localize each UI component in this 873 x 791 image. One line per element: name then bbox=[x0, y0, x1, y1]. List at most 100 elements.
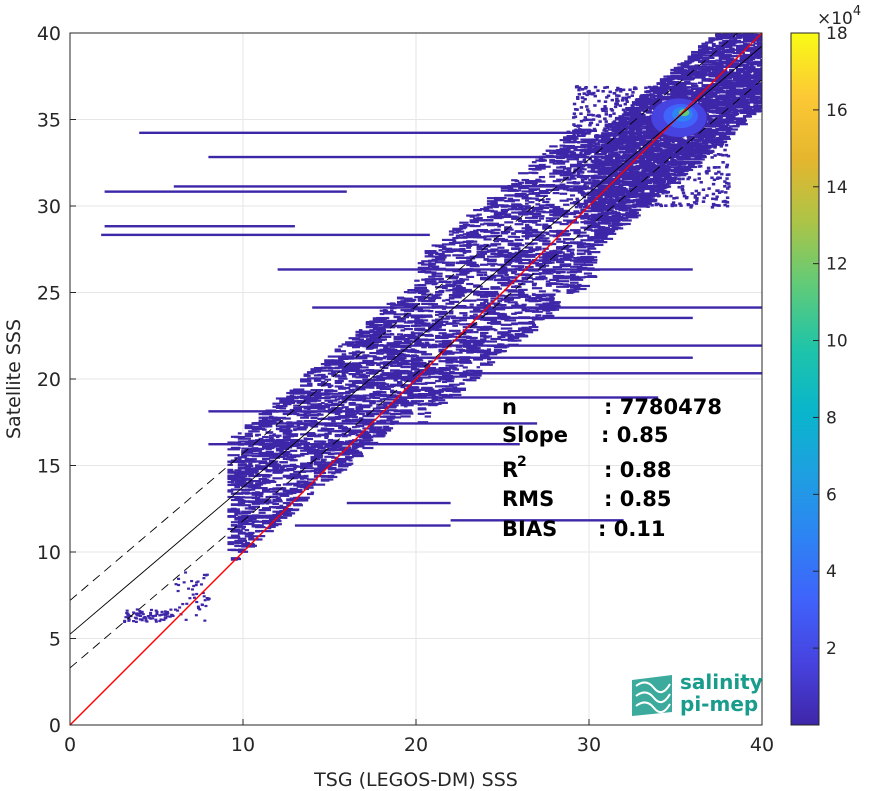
density-cell bbox=[241, 543, 249, 546]
density-cell bbox=[355, 412, 360, 415]
density-cell bbox=[379, 357, 386, 360]
density-cell bbox=[573, 284, 580, 287]
density-cell bbox=[431, 363, 439, 366]
density-cell bbox=[369, 386, 375, 389]
density-cell bbox=[514, 236, 521, 239]
density-cell bbox=[500, 187, 514, 190]
density-cell bbox=[393, 349, 398, 352]
density-cell bbox=[268, 417, 275, 420]
density-cell bbox=[262, 488, 270, 491]
density-cell bbox=[286, 433, 299, 436]
density-cell bbox=[611, 164, 616, 168]
density-cell bbox=[462, 271, 470, 274]
density-cell bbox=[618, 222, 631, 226]
density-cell bbox=[597, 169, 609, 172]
density-cell bbox=[538, 163, 546, 167]
density-cell bbox=[258, 514, 269, 517]
density-cell bbox=[597, 199, 603, 202]
density-cell bbox=[459, 278, 470, 281]
density-cell bbox=[341, 428, 347, 431]
density-cell bbox=[441, 247, 453, 250]
density-cell bbox=[410, 348, 415, 351]
density-cell bbox=[618, 186, 627, 190]
density-cell bbox=[379, 430, 386, 433]
density-cell bbox=[241, 463, 247, 466]
density-cell bbox=[691, 50, 704, 54]
density-cell bbox=[587, 252, 592, 256]
density-cell bbox=[379, 383, 390, 386]
density-cell bbox=[438, 277, 444, 281]
density-cell bbox=[604, 220, 611, 223]
density-cell bbox=[576, 235, 583, 238]
density-cell bbox=[542, 314, 555, 318]
density-cell bbox=[386, 347, 391, 350]
density-cell bbox=[400, 415, 411, 418]
density-cell bbox=[691, 87, 702, 91]
density-cell bbox=[348, 389, 355, 392]
density-cell bbox=[279, 407, 287, 410]
density-cell bbox=[653, 158, 661, 161]
density-cell bbox=[462, 331, 473, 334]
density-cell bbox=[704, 116, 710, 119]
density-cell bbox=[452, 319, 462, 322]
density-cell bbox=[428, 390, 433, 394]
density-cell bbox=[563, 219, 575, 222]
density-cell bbox=[559, 165, 566, 169]
density-cell bbox=[459, 224, 466, 228]
density-cell bbox=[687, 163, 695, 167]
density-cell bbox=[486, 255, 501, 258]
density-cell bbox=[659, 157, 668, 161]
density-cell bbox=[334, 385, 344, 388]
density-cell bbox=[372, 392, 379, 395]
density-cell bbox=[587, 247, 597, 250]
density-cell bbox=[566, 146, 578, 150]
density-cell bbox=[531, 221, 538, 224]
density-cell bbox=[334, 435, 341, 438]
density-cell bbox=[237, 517, 252, 520]
density-cell bbox=[348, 342, 355, 345]
density-cell bbox=[351, 362, 362, 366]
density-cell bbox=[504, 295, 509, 298]
density-cell bbox=[473, 229, 478, 232]
density-cell bbox=[552, 207, 564, 211]
density-cell bbox=[601, 162, 615, 165]
density-cell bbox=[670, 163, 678, 167]
density-cell bbox=[497, 294, 505, 297]
density-cell bbox=[251, 521, 256, 524]
density-cell bbox=[483, 219, 494, 222]
density-cell bbox=[694, 64, 700, 67]
density-cell bbox=[524, 276, 532, 279]
density-cell bbox=[417, 342, 425, 345]
density-cell bbox=[684, 145, 691, 148]
density-cell bbox=[334, 461, 345, 464]
density-cell bbox=[327, 452, 335, 456]
density-cell bbox=[396, 354, 410, 357]
density-cell bbox=[670, 159, 676, 162]
density-cell bbox=[493, 349, 503, 352]
density-cell bbox=[670, 96, 680, 99]
density-cell bbox=[407, 389, 421, 393]
density-cell bbox=[569, 194, 576, 197]
density-cell bbox=[538, 237, 550, 240]
density-cell bbox=[701, 141, 713, 144]
density-cell bbox=[365, 322, 375, 325]
density-cell bbox=[507, 252, 512, 255]
density-cell bbox=[441, 380, 448, 384]
density-cell bbox=[476, 341, 485, 344]
density-cell bbox=[504, 300, 511, 303]
density-cell bbox=[476, 350, 490, 353]
density-cell bbox=[511, 339, 518, 342]
density-cell bbox=[441, 368, 451, 371]
density-cell bbox=[531, 161, 537, 164]
density-cell bbox=[275, 484, 282, 487]
density-cell bbox=[697, 144, 709, 147]
density-cell bbox=[521, 322, 536, 325]
density-cell bbox=[566, 254, 571, 257]
density-cell bbox=[569, 151, 577, 155]
density-cell bbox=[331, 456, 339, 459]
density-cell bbox=[569, 137, 577, 140]
density-cell bbox=[289, 434, 298, 437]
density-cell bbox=[511, 217, 523, 220]
density-cell bbox=[431, 398, 439, 401]
density-cell bbox=[275, 449, 284, 452]
